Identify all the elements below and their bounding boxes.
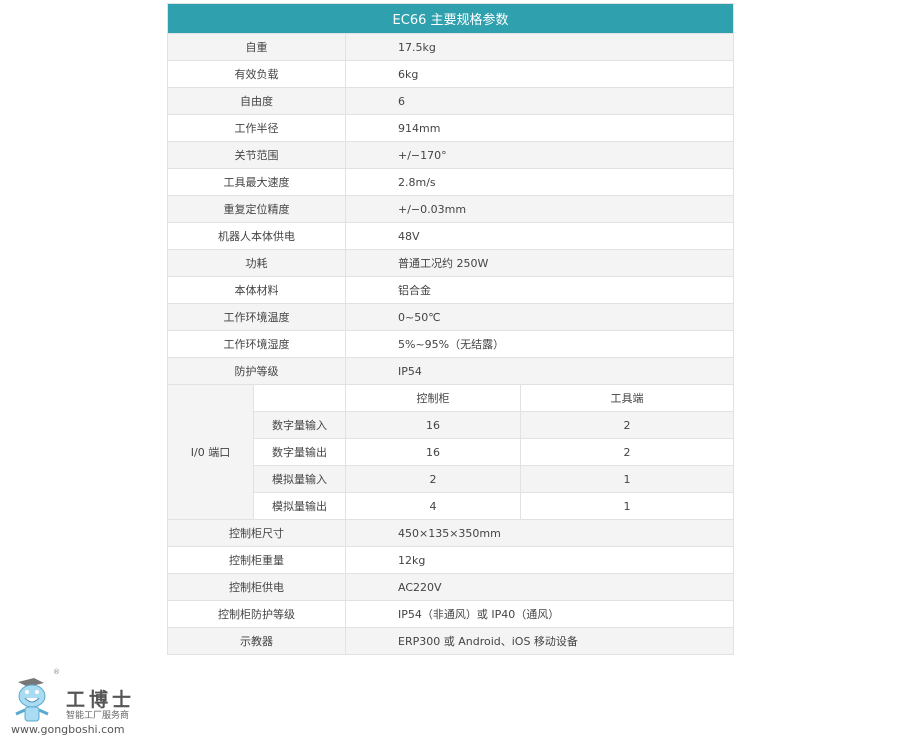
spec-row: 示教器 ERP300 或 Android、iOS 移动设备 [167, 627, 735, 655]
io-cabinet-count: 4 [345, 492, 521, 520]
spec-label: 控制柜防护等级 [167, 600, 346, 628]
spec-value: 6kg [344, 60, 735, 88]
spec-row: 工作半径 914mm [167, 114, 735, 142]
spec-value: +/−0.03mm [344, 195, 735, 223]
spec-value: 2.8m/s [344, 168, 735, 196]
spec-label: 防护等级 [167, 357, 346, 385]
spec-value: 0~50℃ [344, 303, 735, 331]
spec-label: 关节范围 [167, 141, 346, 169]
spec-label: 工作环境温度 [167, 303, 346, 331]
spec-value: 450×135×350mm [344, 519, 735, 547]
io-row: 模拟量输出 4 1 [168, 492, 735, 520]
spec-label: 示教器 [167, 627, 346, 655]
io-cabinet-count: 16 [345, 438, 521, 466]
spec-value: 48V [344, 222, 735, 250]
spec-value: 5%~95%（无结露） [344, 330, 735, 358]
spec-row: 功耗 普通工况约 250W [167, 249, 735, 277]
spec-label: 工作环境湿度 [167, 330, 346, 358]
spec-row: 关节范围 +/−170° [167, 141, 735, 169]
gongboshi-logo: ® 工博士 智能工厂服务商 www.gongboshi.com [8, 668, 138, 743]
io-cabinet-count: 2 [345, 465, 521, 493]
io-tool-count: 2 [519, 411, 735, 439]
spec-row: 防护等级 IP54 [167, 357, 735, 385]
registered-mark: ® [53, 668, 60, 676]
spec-label: 控制柜重量 [167, 546, 346, 574]
brand-name: 工博士 [66, 689, 136, 711]
spec-row: 工作环境湿度 5%~95%（无结露） [167, 330, 735, 358]
io-blank [253, 384, 346, 412]
io-tool-count: 1 [519, 465, 735, 493]
io-type: 数字量输入 [253, 411, 346, 439]
spec-row: 工具最大速度 2.8m/s [167, 168, 735, 196]
io-header-row: I/0 端口 控制柜 工具端 [167, 384, 735, 520]
spec-row: 有效负载 6kg [167, 60, 735, 88]
brand-tagline: 智能工厂服务商 [66, 711, 130, 721]
spec-table: EC66 主要规格参数 自重 17.5kg 有效负载 6kg 自由度 6 工作半径 914mm… [166, 3, 735, 655]
spec-label: 有效负载 [167, 60, 346, 88]
spec-value: ERP300 或 Android、iOS 移动设备 [344, 627, 735, 655]
spec-value: 17.5kg [344, 33, 735, 61]
spec-row: 控制柜防护等级 IP54（非通风）或 IP40（通风） [167, 600, 735, 628]
spec-label: 自由度 [167, 87, 346, 115]
spec-row: 本体材料 铝合金 [167, 276, 735, 304]
io-label: I/0 端口 [167, 384, 254, 520]
spec-label: 机器人本体供电 [167, 222, 346, 250]
brand-url: www.gongboshi.com [11, 723, 125, 736]
io-col-tool: 工具端 [519, 384, 735, 412]
spec-label: 工具最大速度 [167, 168, 346, 196]
spec-row: 工作环境温度 0~50℃ [167, 303, 735, 331]
spec-label: 重复定位精度 [167, 195, 346, 223]
spec-row: 控制柜重量 12kg [167, 546, 735, 574]
spec-label: 本体材料 [167, 276, 346, 304]
spec-value: 普通工况约 250W [344, 249, 735, 277]
io-cabinet-count: 16 [345, 411, 521, 439]
spec-row: 控制柜供电 AC220V [167, 573, 735, 601]
io-row: 数字量输入 16 2 [168, 411, 735, 439]
spec-row: 自由度 6 [167, 87, 735, 115]
spec-label: 控制柜尺寸 [167, 519, 346, 547]
spec-value: 914mm [344, 114, 735, 142]
io-row: 模拟量输入 2 1 [168, 465, 735, 493]
spec-row: 自重 17.5kg [167, 33, 735, 61]
table-title: EC66 主要规格参数 [166, 3, 735, 34]
spec-value: 12kg [344, 546, 735, 574]
spec-value: 6 [344, 87, 735, 115]
io-row: 数字量输出 16 2 [168, 438, 735, 466]
spec-row: 机器人本体供电 48V [167, 222, 735, 250]
io-col-cabinet: 控制柜 [345, 384, 521, 412]
spec-row: 控制柜尺寸 450×135×350mm [167, 519, 735, 547]
spec-row: 重复定位精度 +/−0.03mm [167, 195, 735, 223]
spec-label: 功耗 [167, 249, 346, 277]
spec-label: 工作半径 [167, 114, 346, 142]
io-type: 模拟量输出 [253, 492, 346, 520]
spec-value: AC220V [344, 573, 735, 601]
io-tool-count: 1 [519, 492, 735, 520]
mascot-icon [15, 678, 49, 722]
io-type: 模拟量输入 [253, 465, 346, 493]
spec-label: 控制柜供电 [167, 573, 346, 601]
spec-value: +/−170° [344, 141, 735, 169]
spec-value: 铝合金 [344, 276, 735, 304]
spec-value: IP54 [344, 357, 735, 385]
spec-value: IP54（非通风）或 IP40（通风） [344, 600, 735, 628]
io-type: 数字量输出 [253, 438, 346, 466]
io-tool-count: 2 [519, 438, 735, 466]
spec-label: 自重 [167, 33, 346, 61]
